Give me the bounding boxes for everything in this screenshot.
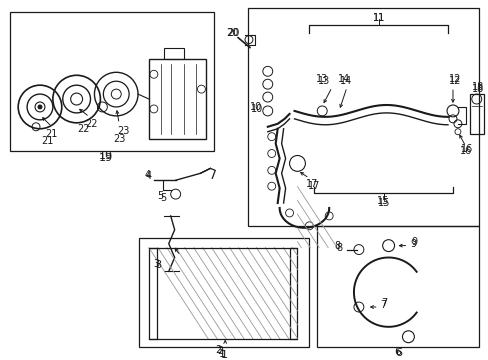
Text: 13: 13 (318, 76, 330, 86)
Text: 6: 6 (393, 347, 400, 357)
Text: 4: 4 (144, 170, 151, 180)
Circle shape (38, 105, 42, 109)
Text: 21: 21 (41, 136, 54, 146)
Text: 13: 13 (315, 74, 328, 84)
Bar (163, 48, 183, 59)
Text: 10: 10 (250, 104, 263, 114)
Text: 14: 14 (339, 76, 351, 86)
Text: 15: 15 (376, 196, 388, 206)
Text: 18: 18 (470, 82, 483, 92)
Text: 7: 7 (381, 298, 387, 308)
Text: 19: 19 (99, 153, 113, 163)
Bar (247, 8, 478, 226)
Text: 22: 22 (77, 124, 90, 134)
Text: 2: 2 (215, 345, 221, 355)
Bar (139, 238, 309, 347)
Text: 18: 18 (470, 84, 483, 94)
Text: 16: 16 (459, 145, 471, 156)
Text: 8: 8 (333, 240, 340, 251)
Text: 23: 23 (113, 134, 125, 144)
Text: 11: 11 (372, 13, 384, 23)
Text: 3: 3 (156, 260, 162, 270)
Text: 12: 12 (448, 76, 460, 86)
Bar (10, 12, 214, 150)
Text: 1: 1 (220, 350, 227, 360)
Text: 2: 2 (217, 346, 223, 356)
Bar (289, 248, 297, 339)
Text: 5: 5 (161, 193, 166, 203)
Text: 21: 21 (45, 129, 58, 139)
Text: 22: 22 (85, 119, 98, 129)
Text: 10: 10 (249, 102, 262, 112)
Text: 9: 9 (409, 239, 416, 249)
Text: 14: 14 (337, 74, 349, 84)
Text: 1: 1 (218, 348, 225, 359)
Text: 23: 23 (117, 126, 129, 136)
Bar (149, 59, 206, 139)
Text: 6: 6 (394, 347, 401, 357)
Bar (469, 94, 483, 134)
Text: 15: 15 (377, 198, 389, 208)
Text: 7: 7 (380, 300, 386, 310)
Bar (317, 226, 478, 347)
Text: 8: 8 (335, 243, 342, 253)
Text: 11: 11 (372, 13, 384, 23)
Text: 20: 20 (226, 28, 239, 38)
Text: 12: 12 (448, 74, 460, 84)
Text: 20: 20 (225, 28, 238, 38)
Text: 19: 19 (99, 152, 113, 162)
Text: 3: 3 (153, 260, 160, 269)
Bar (149, 248, 157, 339)
Text: 5: 5 (157, 191, 163, 201)
Text: 4: 4 (145, 171, 152, 181)
Text: 9: 9 (410, 237, 417, 247)
Text: 16: 16 (460, 144, 472, 154)
Text: 17: 17 (307, 181, 320, 191)
Text: 17: 17 (305, 179, 318, 189)
